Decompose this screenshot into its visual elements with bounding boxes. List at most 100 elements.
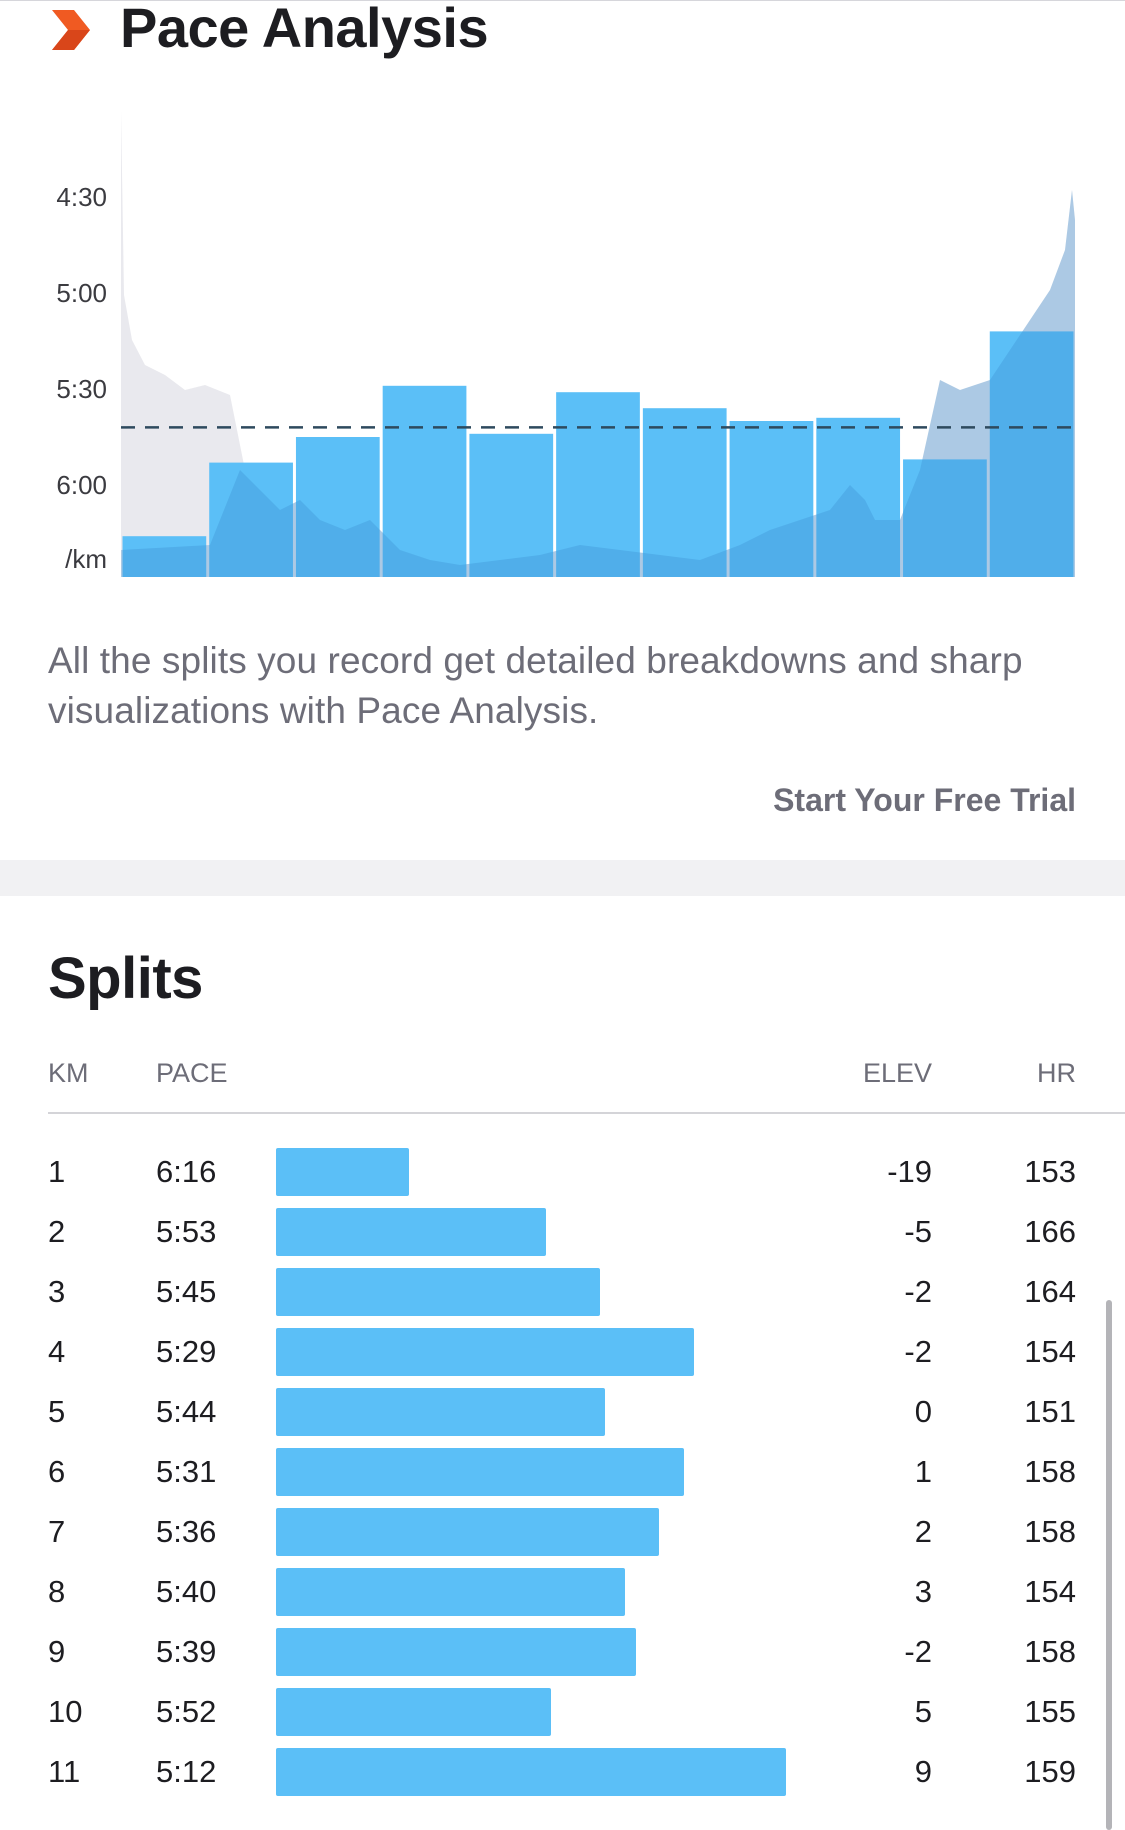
header-divider [48, 1112, 1125, 1114]
split-pace: 5:36 [156, 1514, 217, 1549]
chevron-right-icon [52, 10, 90, 50]
split-pace-bar [276, 1388, 605, 1436]
split-row[interactable]: 9 5:39 -2 158 [0, 1628, 1125, 1676]
km-column-header: KM [48, 1058, 89, 1088]
split-hr: 159 [1024, 1754, 1076, 1789]
pace-bar [469, 433, 554, 577]
top-divider [0, 0, 1125, 1]
split-hr: 154 [1024, 1574, 1076, 1609]
pace-bar [295, 437, 380, 577]
pace-bar [556, 392, 640, 577]
split-elev: 3 [914, 1574, 932, 1609]
split-row[interactable]: 8 5:40 3 154 [0, 1568, 1125, 1616]
split-row[interactable]: 10 5:52 5 155 [0, 1688, 1125, 1736]
pace-chart-svg: 4:30 5:00 5:30 6:00/km [56, 110, 1075, 577]
split-row[interactable]: 1 6:16 -19 153 [0, 1148, 1125, 1196]
split-hr: 164 [1024, 1274, 1076, 1309]
split-hr: 151 [1024, 1394, 1076, 1429]
split-pace: 5:52 [156, 1694, 217, 1729]
page-title: Pace Analysis [120, 0, 489, 59]
pace-bar [903, 459, 987, 577]
split-hr: 158 [1024, 1454, 1076, 1489]
pace-bar [209, 462, 293, 577]
split-elev: -5 [904, 1214, 932, 1249]
split-km: 11 [48, 1754, 81, 1789]
y-tick-label: 5:30 [56, 374, 107, 404]
split-row[interactable]: 6 5:31 1 158 [0, 1448, 1125, 1496]
start-free-trial-link[interactable]: Start Your Free Trial [773, 782, 1076, 818]
y-tick-label: 4:30 [56, 182, 107, 212]
split-hr: 158 [1024, 1634, 1076, 1669]
scrollbar[interactable] [1106, 1300, 1112, 1830]
split-km: 4 [48, 1334, 66, 1369]
splits-title: Splits [48, 946, 203, 1011]
split-pace: 5:31 [156, 1454, 217, 1489]
pace-bar [816, 417, 901, 577]
split-hr: 153 [1024, 1154, 1076, 1189]
split-km: 8 [48, 1574, 66, 1609]
splits-header-row: KM PACE ELEV HR [0, 1058, 1125, 1098]
pace-trace-shape [121, 190, 1075, 577]
split-km: 5 [48, 1394, 66, 1429]
pace-bar [729, 421, 814, 577]
split-elev: -2 [904, 1334, 932, 1369]
pace-bars [122, 331, 1074, 577]
split-pace: 6:16 [156, 1154, 217, 1189]
split-row[interactable]: 5 5:44 0 151 [0, 1388, 1125, 1436]
split-pace-bar [276, 1268, 600, 1316]
hr-column-header: HR [1037, 1058, 1076, 1088]
split-pace: 5:44 [156, 1394, 217, 1429]
split-km: 1 [48, 1154, 66, 1189]
split-hr: 166 [1024, 1214, 1076, 1249]
split-pace-bar [276, 1148, 409, 1196]
y-axis-unit-label: /km [65, 544, 107, 574]
pace-analysis-description: All the splits you record get detailed b… [48, 640, 1023, 731]
split-row[interactable]: 11 5:12 9 159 [0, 1748, 1125, 1796]
split-elev: 2 [914, 1514, 932, 1549]
split-elev: 1 [914, 1454, 932, 1489]
split-elev: 5 [914, 1694, 932, 1729]
split-elev: -2 [904, 1634, 932, 1669]
split-km: 9 [48, 1634, 66, 1669]
split-elev: 0 [914, 1394, 932, 1429]
split-pace: 5:53 [156, 1214, 217, 1249]
split-row[interactable]: 2 5:53 -5 166 [0, 1208, 1125, 1256]
split-pace-bar [276, 1688, 551, 1736]
split-pace-bar [276, 1628, 636, 1676]
y-tick-label: 5:00 [56, 278, 107, 308]
split-elev: -19 [887, 1154, 932, 1189]
pace-bar [122, 536, 207, 577]
split-pace: 5:45 [156, 1274, 217, 1309]
split-pace: 5:12 [156, 1754, 217, 1789]
pace-bar [382, 385, 467, 577]
split-pace-bar [276, 1448, 684, 1496]
split-row[interactable]: 4 5:29 -2 154 [0, 1328, 1125, 1376]
pace-chart[interactable]: 4:30 5:00 5:30 6:00/km [0, 90, 1125, 610]
pace-column-header: PACE [156, 1058, 228, 1088]
split-row[interactable]: 7 5:36 2 158 [0, 1508, 1125, 1556]
split-pace-bar [276, 1748, 786, 1796]
pace-bar [642, 408, 727, 577]
split-elev: 9 [914, 1754, 932, 1789]
split-pace: 5:40 [156, 1574, 217, 1609]
split-hr: 158 [1024, 1514, 1076, 1549]
split-hr: 154 [1024, 1334, 1076, 1369]
split-km: 7 [48, 1514, 66, 1549]
split-pace-bar [276, 1508, 659, 1556]
y-tick-label: 6:00 [56, 470, 107, 500]
split-pace: 5:29 [156, 1334, 217, 1369]
y-axis-ticks: 4:30 5:00 5:30 6:00/km [56, 182, 107, 574]
pace-bar [989, 331, 1074, 577]
split-pace-bar [276, 1208, 546, 1256]
pace-analysis-header: Pace Analysis [0, 0, 1125, 80]
split-pace-bar [276, 1568, 625, 1616]
split-row[interactable]: 3 5:45 -2 164 [0, 1268, 1125, 1316]
pace-trace [121, 190, 1075, 577]
split-km: 3 [48, 1274, 66, 1309]
split-km: 6 [48, 1454, 66, 1489]
split-pace-bar [276, 1328, 694, 1376]
split-elev: -2 [904, 1274, 932, 1309]
elev-column-header: ELEV [862, 1058, 932, 1088]
split-hr: 155 [1024, 1694, 1076, 1729]
split-km: 2 [48, 1214, 66, 1249]
